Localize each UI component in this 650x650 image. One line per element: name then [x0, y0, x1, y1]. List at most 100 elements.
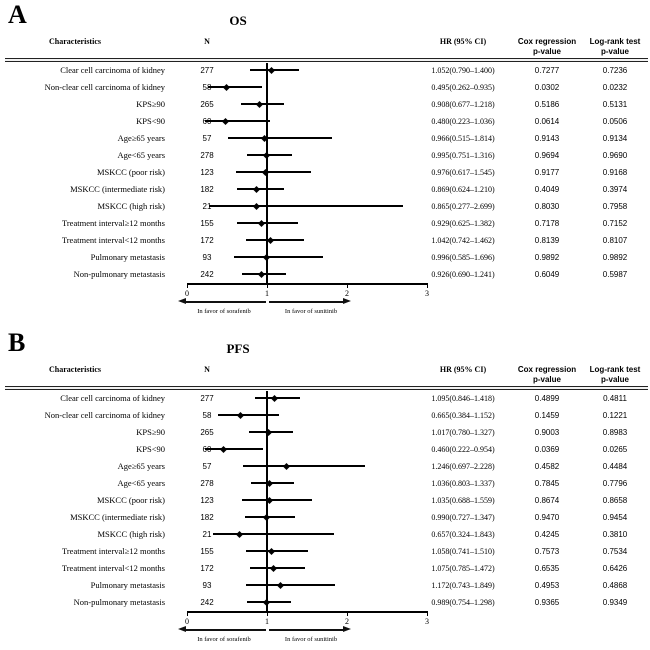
table-row: Treatment interval≥12 months 155 1.058(0.7… — [0, 543, 650, 560]
x-axis-tick — [347, 611, 348, 616]
row-characteristic: MSKCC (high risk) — [97, 200, 165, 211]
row-hr-ci: 0.869(0.624–1.210) — [431, 184, 495, 194]
row-characteristic: MSKCC (high risk) — [97, 528, 165, 539]
ci-line — [209, 205, 403, 207]
row-cox-p: 0.7845 — [534, 478, 560, 488]
column-header-logrank-line2: p-value — [600, 375, 629, 384]
column-header-logrank-line1: Log-rank test — [589, 365, 641, 374]
column-header-cox-p: Cox regression p-value — [512, 365, 582, 385]
row-n: 277 — [200, 65, 214, 75]
ci-line — [242, 499, 312, 501]
row-hr-ci: 1.095(0.846–1.418) — [431, 393, 495, 403]
column-header-characteristics: Characteristics — [49, 365, 101, 374]
favor-left-arrow-line — [186, 629, 266, 631]
hr-marker — [220, 445, 228, 453]
row-hr-ci: 0.460(0.222–0.954) — [431, 444, 495, 454]
column-header-characteristics: Characteristics — [49, 37, 101, 46]
row-hr-ci: 0.926(0.690–1.241) — [431, 269, 495, 279]
table-row: Non-clear cell carcinoma of kidney 58 0.49… — [0, 79, 650, 96]
table-row: KPS≥90 265 1.017(0.780–1.327) 0.9003 0.8983 — [0, 424, 650, 441]
row-logrank-p: 0.0265 — [602, 444, 628, 454]
header-rule — [5, 386, 648, 390]
table-row: MSKCC (high risk) 21 0.865(0.277–2.699) 0.8… — [0, 198, 650, 215]
row-n: 123 — [200, 167, 214, 177]
row-logrank-p: 0.8658 — [602, 495, 628, 505]
table-row: Non-clear cell carcinoma of kidney 58 0.66… — [0, 407, 650, 424]
ci-line — [233, 256, 323, 258]
row-cox-p: 0.8030 — [534, 201, 560, 211]
favor-right-arrow-line — [269, 301, 343, 303]
row-logrank-p: 0.3974 — [602, 184, 628, 194]
row-characteristic: Clear cell carcinoma of kidney — [60, 64, 165, 75]
row-cox-p: 0.9003 — [534, 427, 560, 437]
row-cox-p: 0.9365 — [534, 597, 560, 607]
ci-line — [217, 414, 280, 416]
row-hr-ci: 1.075(0.785–1.472) — [431, 563, 495, 573]
panel-letter: B — [8, 328, 26, 357]
row-n: 172 — [200, 563, 214, 573]
row-characteristic: KPS<90 — [136, 115, 165, 126]
row-characteristic: Age<65 years — [117, 477, 165, 488]
row-logrank-p: 0.7796 — [602, 478, 628, 488]
row-cox-p: 0.0614 — [534, 116, 560, 126]
row-hr-ci: 0.996(0.585–1.696) — [431, 252, 495, 262]
table-row: MSKCC (intermediate risk) 182 0.990(0.727–… — [0, 509, 650, 526]
row-characteristic: Non-pulmonary metastasis — [73, 268, 165, 279]
table-row: Clear cell carcinoma of kidney 277 1.052(0… — [0, 62, 650, 79]
forest-plot-layer: Clear cell carcinoma of kidney 277 1.095(0… — [0, 328, 650, 650]
x-axis-tick-label: 2 — [345, 617, 349, 626]
column-header-logrank-line2: p-value — [600, 47, 629, 56]
row-hr-ci: 1.042(0.742–1.462) — [431, 235, 495, 245]
row-hr-ci: 0.480(0.223–1.036) — [431, 116, 495, 126]
row-n: 278 — [200, 150, 214, 160]
row-cox-p: 0.6535 — [534, 563, 560, 573]
table-row: KPS≥90 265 0.908(0.677–1.218) 0.5186 0.5131 — [0, 96, 650, 113]
column-header-cox-line2: p-value — [532, 47, 561, 56]
column-header-cox-p: Cox regression p-value — [512, 37, 582, 57]
panel-os: A OS Characteristics N HR (95% CI) Cox r… — [0, 0, 650, 322]
row-logrank-p: 0.9690 — [602, 150, 628, 160]
forest-plot-layer: Clear cell carcinoma of kidney 277 1.052(0… — [0, 0, 650, 322]
hr-marker — [267, 66, 275, 74]
row-n: 242 — [200, 597, 214, 607]
column-header-logrank-line1: Log-rank test — [589, 37, 641, 46]
row-cox-p: 0.6049 — [534, 269, 560, 279]
row-n: 57 — [202, 461, 212, 471]
row-n: 278 — [200, 478, 214, 488]
row-characteristic: MSKCC (poor risk) — [96, 494, 165, 505]
x-axis-line — [187, 611, 427, 613]
row-hr-ci: 0.989(0.754–1.298) — [431, 597, 495, 607]
ci-line — [204, 120, 270, 122]
row-hr-ci: 0.995(0.751–1.316) — [431, 150, 495, 160]
row-hr-ci: 1.035(0.688–1.559) — [431, 495, 495, 505]
column-header-cox-line2: p-value — [532, 375, 561, 384]
x-axis-tick — [347, 283, 348, 288]
ci-line — [204, 448, 264, 450]
row-n: 58 — [202, 410, 212, 420]
row-cox-p: 0.7573 — [534, 546, 560, 556]
row-cox-p: 0.4953 — [534, 580, 560, 590]
favor-left-label: In favor of sorafenib — [197, 636, 251, 643]
row-cox-p: 0.4245 — [534, 529, 560, 539]
row-characteristic: Non-clear cell carcinoma of kidney — [44, 81, 165, 92]
row-hr-ci: 0.990(0.727–1.347) — [431, 512, 495, 522]
hr-marker — [257, 270, 265, 278]
row-n: 57 — [202, 133, 212, 143]
row-hr-ci: 0.865(0.277–2.699) — [431, 201, 495, 211]
table-row: Clear cell carcinoma of kidney 277 1.095(0… — [0, 390, 650, 407]
hr-marker — [236, 411, 244, 419]
row-cox-p: 0.4582 — [534, 461, 560, 471]
row-hr-ci: 0.495(0.262–0.935) — [431, 82, 495, 92]
favor-right-arrowhead-icon — [343, 298, 351, 305]
column-header-hr-ci: HR (95% CI) — [439, 365, 487, 374]
x-axis-tick-label: 0 — [185, 617, 189, 626]
hr-marker — [252, 185, 261, 193]
row-cox-p: 0.9694 — [534, 150, 560, 160]
row-n: 155 — [200, 546, 214, 556]
x-axis-tick — [187, 283, 188, 288]
row-logrank-p: 0.4484 — [602, 461, 628, 471]
row-n: 182 — [200, 512, 214, 522]
row-logrank-p: 0.9349 — [602, 597, 628, 607]
hr-marker — [269, 564, 277, 572]
